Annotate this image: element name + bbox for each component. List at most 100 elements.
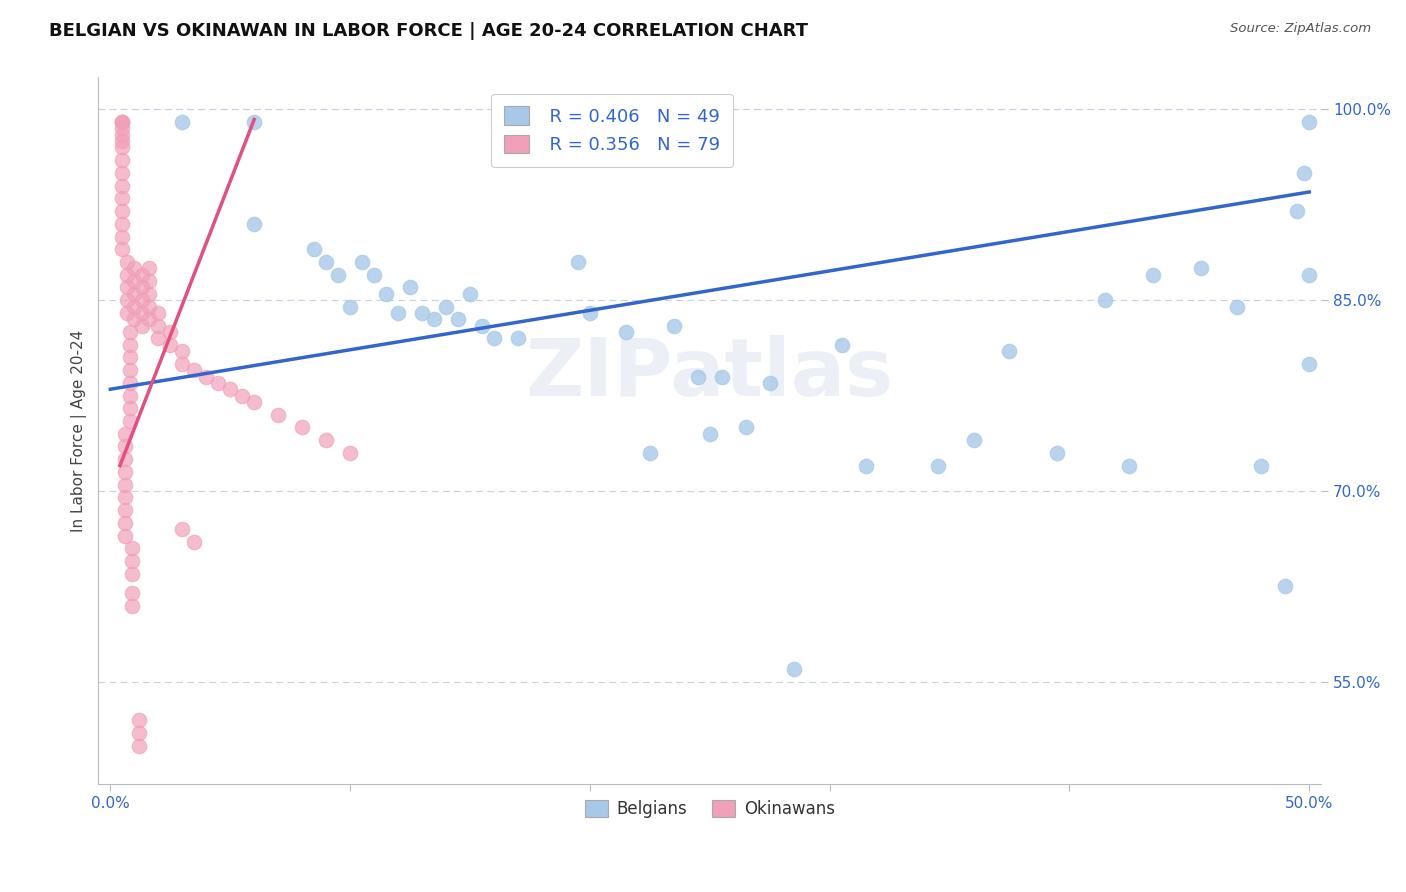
Text: ZIPatlas: ZIPatlas [526, 335, 894, 413]
Point [124, 274, 146, 288]
Point [131, 293, 153, 307]
Point [138, 261, 160, 276]
Point [447, 312, 470, 326]
Point [207, 376, 229, 390]
Point [114, 452, 136, 467]
Point [148, 318, 170, 333]
Point [1142, 268, 1164, 282]
Point [131, 318, 153, 333]
Point [1189, 261, 1212, 276]
Point [352, 255, 374, 269]
Point [118, 325, 141, 339]
Point [506, 331, 529, 345]
Point [243, 217, 266, 231]
Point [339, 446, 361, 460]
Point [111, 121, 134, 136]
Legend: Belgians, Okinawans: Belgians, Okinawans [578, 793, 841, 825]
Point [172, 344, 194, 359]
Point [131, 306, 153, 320]
Point [111, 178, 134, 193]
Point [434, 300, 457, 314]
Point [128, 713, 150, 727]
Point [111, 229, 134, 244]
Point [115, 293, 138, 307]
Point [159, 337, 181, 351]
Point [1274, 579, 1296, 593]
Point [399, 280, 422, 294]
Point [111, 153, 134, 168]
Point [1250, 458, 1272, 473]
Point [124, 261, 146, 276]
Point [121, 566, 143, 581]
Point [302, 242, 325, 256]
Point [734, 420, 756, 434]
Point [111, 217, 134, 231]
Point [686, 369, 709, 384]
Point [315, 255, 337, 269]
Point [114, 528, 136, 542]
Point [159, 325, 181, 339]
Point [118, 337, 141, 351]
Point [114, 503, 136, 517]
Point [138, 286, 160, 301]
Point [1046, 446, 1069, 460]
Point [1226, 300, 1249, 314]
Point [243, 395, 266, 409]
Point [172, 357, 194, 371]
Point [758, 376, 780, 390]
Point [128, 739, 150, 753]
Point [124, 300, 146, 314]
Point [131, 268, 153, 282]
Point [927, 458, 949, 473]
Point [411, 306, 433, 320]
Point [662, 318, 685, 333]
Point [1298, 357, 1320, 371]
Point [710, 369, 733, 384]
Point [124, 312, 146, 326]
Point [315, 433, 337, 447]
Point [1094, 293, 1116, 307]
Point [138, 312, 160, 326]
Point [614, 325, 637, 339]
Point [339, 300, 361, 314]
Point [1118, 458, 1140, 473]
Point [128, 726, 150, 740]
Point [124, 286, 146, 301]
Text: BELGIAN VS OKINAWAN IN LABOR FORCE | AGE 20-24 CORRELATION CHART: BELGIAN VS OKINAWAN IN LABOR FORCE | AGE… [49, 22, 808, 40]
Point [115, 306, 138, 320]
Point [114, 516, 136, 530]
Point [121, 599, 143, 613]
Point [131, 280, 153, 294]
Point [699, 426, 721, 441]
Point [115, 255, 138, 269]
Point [121, 586, 143, 600]
Point [423, 312, 446, 326]
Point [1286, 204, 1309, 219]
Point [243, 115, 266, 129]
Point [115, 280, 138, 294]
Point [387, 306, 409, 320]
Point [579, 306, 602, 320]
Point [118, 363, 141, 377]
Point [148, 306, 170, 320]
Point [114, 465, 136, 479]
Point [111, 242, 134, 256]
Point [962, 433, 984, 447]
Point [111, 166, 134, 180]
Point [998, 344, 1021, 359]
Point [783, 662, 806, 676]
Point [111, 128, 134, 142]
Point [638, 446, 661, 460]
Point [121, 541, 143, 556]
Point [1298, 115, 1320, 129]
Point [183, 535, 205, 549]
Point [118, 376, 141, 390]
Point [111, 140, 134, 154]
Point [118, 351, 141, 365]
Point [458, 286, 481, 301]
Point [115, 268, 138, 282]
Point [114, 440, 136, 454]
Point [148, 331, 170, 345]
Point [855, 458, 877, 473]
Point [118, 388, 141, 402]
